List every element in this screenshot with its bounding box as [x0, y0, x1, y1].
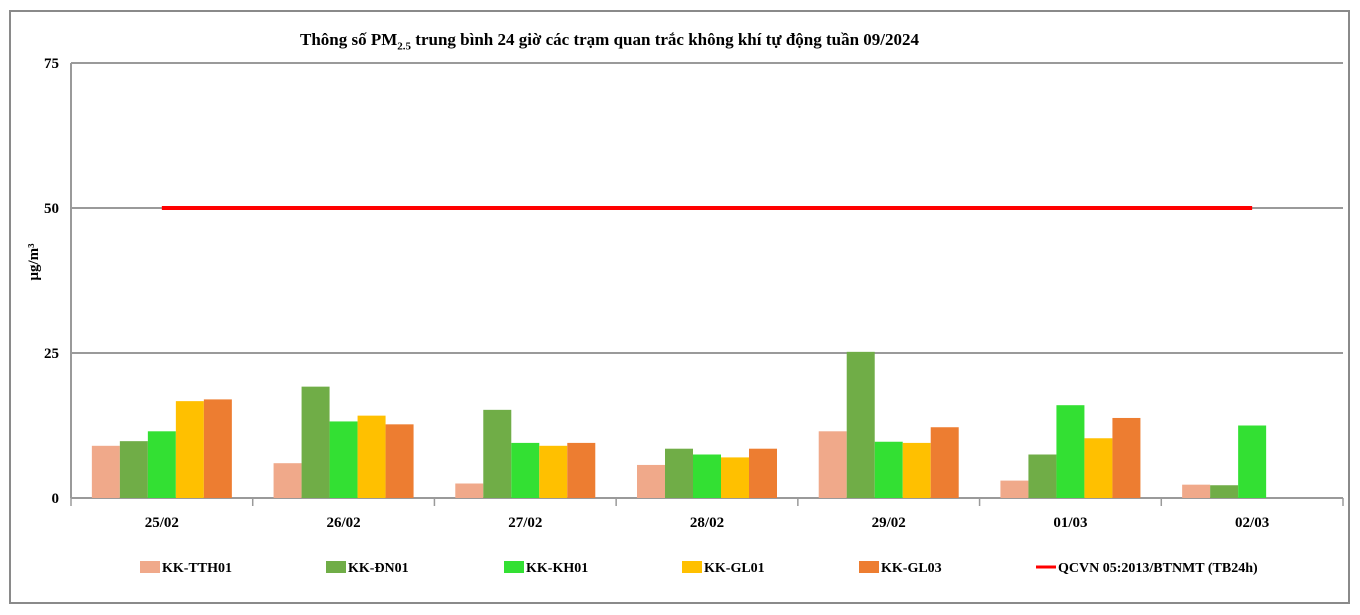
x-tick-label: 26/02: [326, 515, 360, 531]
y-axis-label: µg/m³: [26, 243, 42, 281]
legend-swatch: [859, 561, 879, 573]
bar: [1056, 405, 1085, 498]
chart-title: Thông số PM2.5 trung bình 24 giờ các trạ…: [300, 30, 920, 53]
bar: [1000, 480, 1029, 498]
bar: [91, 445, 120, 498]
bar: [203, 399, 232, 498]
bar: [483, 409, 512, 498]
bar: [1210, 485, 1239, 498]
bar: [1028, 454, 1057, 498]
chart-frame: [9, 10, 1350, 604]
bar: [119, 441, 148, 498]
y-tick-labels: 0 25 50 75: [44, 56, 59, 507]
legend-label: QCVN 05:2013/BTNMT (TB24h): [1058, 561, 1258, 576]
legend-swatch: [504, 561, 524, 573]
bar: [539, 445, 568, 498]
legend-swatch: [326, 561, 346, 573]
legend-swatch: [140, 561, 160, 573]
y-tick-label: 75: [44, 56, 59, 72]
x-tick-label: 27/02: [508, 515, 542, 531]
bar: [902, 442, 931, 498]
bar: [665, 448, 693, 498]
bar: [693, 454, 721, 498]
bar: [846, 351, 875, 498]
legend-label: KK-TTH01: [162, 561, 232, 576]
bar: [1112, 417, 1141, 498]
bar: [455, 483, 484, 498]
legend-label: KK-GL03: [881, 561, 942, 576]
bar: [818, 431, 847, 498]
legend-label: KK-GL01: [704, 561, 765, 576]
bar: [329, 421, 358, 498]
axes: [70, 63, 1344, 506]
x-tick-label: 01/03: [1053, 515, 1087, 531]
bar: [357, 415, 386, 498]
x-tick-label: 28/02: [690, 515, 724, 531]
bar: [874, 441, 903, 498]
x-tick-labels: 25/02 26/02 27/02 28/02 29/02 01/03 02/03: [145, 515, 1269, 531]
legend: KK-TTH01 KK-ĐN01 KK-KH01 KK-GL01 KK-GL03 QCVN…: [140, 561, 1258, 576]
legend-label: KK-ĐN01: [348, 561, 409, 576]
bar: [301, 386, 330, 498]
bar: [273, 463, 302, 498]
bar: [749, 448, 777, 498]
bar: [1182, 484, 1211, 498]
x-tick-label: 02/03: [1235, 515, 1269, 531]
legend-label: KK-KH01: [526, 561, 588, 576]
bar: [147, 431, 176, 498]
bar: [1084, 438, 1113, 498]
y-tick-label: 25: [44, 346, 59, 362]
bar: [637, 464, 665, 498]
bar: [1238, 425, 1267, 498]
bar: [385, 424, 414, 498]
bar: [930, 427, 959, 498]
bar: [175, 401, 204, 498]
bar: [721, 457, 749, 498]
bars: [91, 351, 1267, 498]
legend-swatch: [682, 561, 702, 573]
bar: [567, 442, 596, 498]
y-tick-label: 0: [52, 491, 60, 507]
x-tick-label: 29/02: [872, 515, 906, 531]
x-tick-label: 25/02: [145, 515, 179, 531]
y-tick-label: 50: [44, 201, 59, 217]
bar: [511, 442, 540, 498]
